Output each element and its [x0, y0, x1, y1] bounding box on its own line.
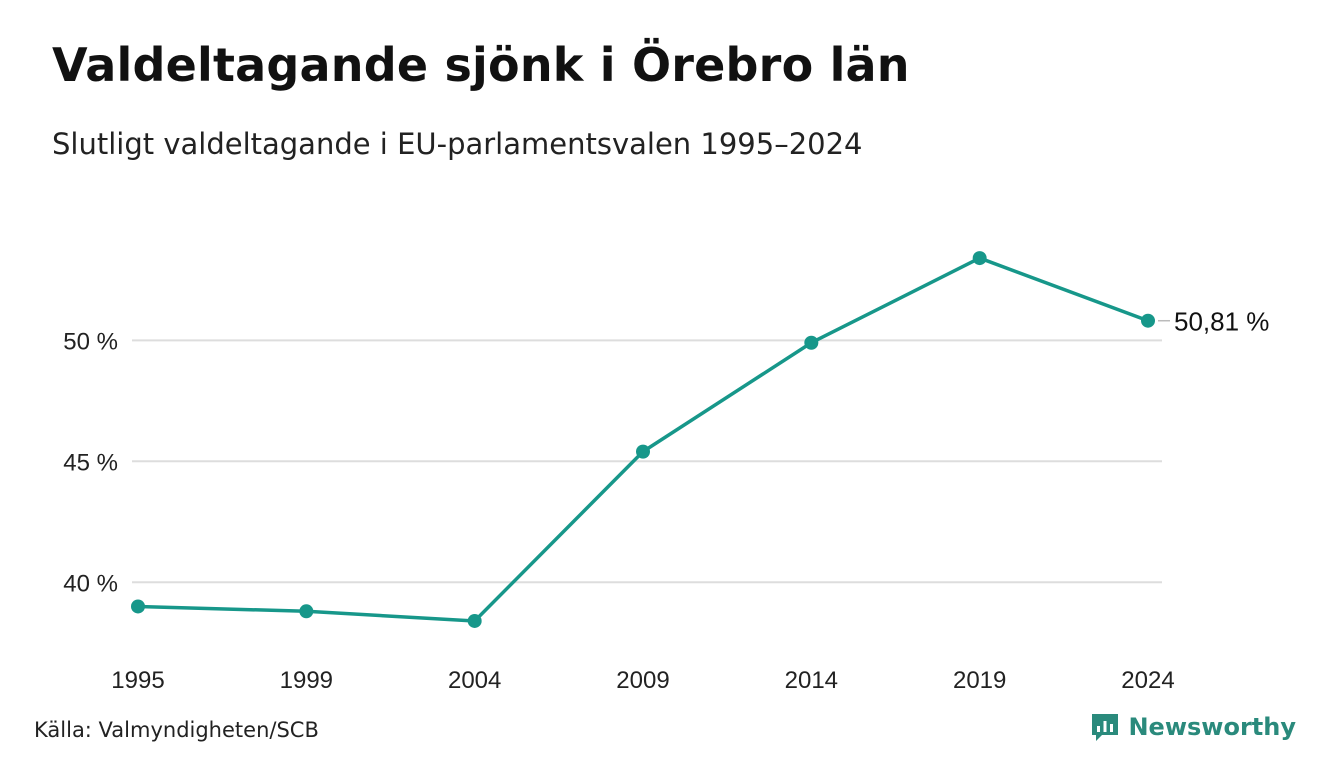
y-tick-label: 50 %	[63, 328, 118, 355]
end-value-label: 50,81 %	[1174, 307, 1269, 337]
chart-title: Valdeltagande sjönk i Örebro län	[52, 38, 910, 92]
x-tick-label: 2014	[785, 667, 838, 694]
x-tick-label: 2019	[953, 667, 1006, 694]
x-axis: 1995 1999 2004 2009 2014 2019 2024	[111, 667, 1174, 694]
data-point	[467, 613, 482, 628]
x-tick-label: 2004	[448, 667, 501, 694]
series-line	[137, 256, 1149, 623]
x-tick-label: 1995	[111, 667, 164, 694]
y-tick-label: 40 %	[63, 570, 118, 597]
chart-subtitle: Slutligt valdeltagande i EU-parlamentsva…	[52, 127, 863, 161]
data-point	[804, 335, 819, 350]
newsworthy-logo-icon	[1092, 714, 1119, 741]
y-axis: 40 % 45 % 50 %	[63, 328, 118, 597]
data-point	[1141, 313, 1155, 328]
data-point	[299, 604, 314, 619]
data-point	[972, 251, 987, 266]
brand: Newsworthy	[1090, 712, 1296, 742]
x-tick-label: 1999	[280, 667, 333, 694]
grid-lines	[132, 339, 1162, 584]
x-tick-label: 2024	[1121, 667, 1174, 694]
brand-name: Newsworthy	[1128, 713, 1296, 741]
data-point	[131, 599, 145, 614]
y-tick-label: 45 %	[63, 449, 118, 476]
data-point	[636, 444, 650, 459]
source-note: Källa: Valmyndigheten/SCB	[34, 718, 319, 742]
data-series: 50,81 %	[131, 251, 1269, 628]
x-tick-label: 2009	[616, 667, 669, 694]
